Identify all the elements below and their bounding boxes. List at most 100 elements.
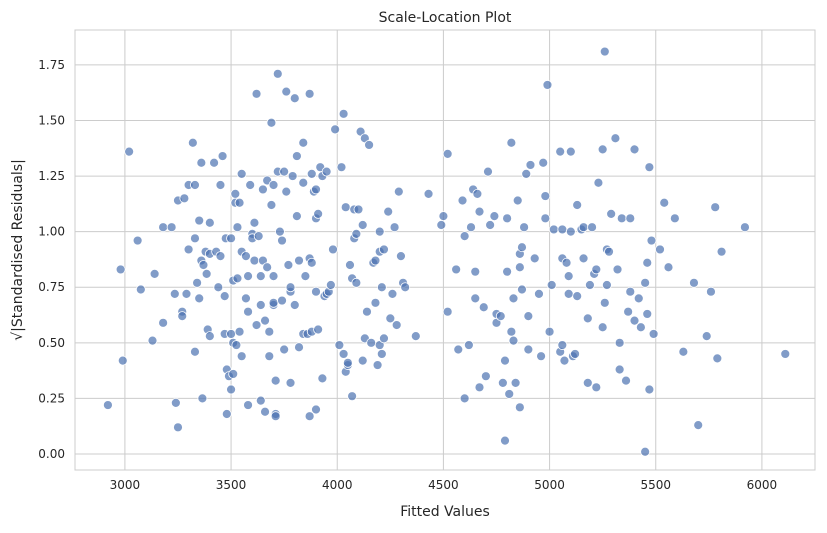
scatter-point (538, 157, 549, 168)
scatter-point (442, 148, 453, 159)
scatter-point (294, 255, 304, 266)
scatter-point (255, 395, 266, 406)
scatter-point (351, 277, 362, 288)
scatter-point (277, 295, 287, 306)
x-tick-label: 4500 (428, 478, 459, 492)
scatter-point (604, 246, 614, 257)
scatter-point (557, 224, 568, 235)
scatter-point (190, 180, 200, 190)
scatter-point (474, 382, 485, 393)
scatter-point (201, 269, 212, 279)
x-tick-label: 3000 (110, 478, 141, 492)
scatter-point (321, 166, 332, 177)
scatter-point (391, 320, 402, 330)
scatter-point (260, 315, 270, 326)
scatter-point (279, 166, 290, 177)
scatter-point (345, 260, 355, 270)
scatter-point (338, 108, 349, 119)
scatter-point (221, 409, 232, 419)
scatter-point (587, 222, 597, 233)
scatter-point (740, 222, 750, 233)
scatter-point (262, 262, 273, 273)
scatter-point (457, 195, 468, 206)
scatter-point (625, 286, 636, 297)
scatter-point (542, 80, 553, 90)
scatter-point (557, 340, 568, 350)
x-tick-label: 5500 (640, 478, 671, 492)
scatter-point (215, 180, 226, 190)
scatter-point (470, 266, 481, 277)
scatter-point (565, 226, 576, 237)
scatter-point (311, 404, 321, 415)
scatter-point (317, 373, 328, 384)
scatter-point (234, 197, 245, 208)
scatter-point (500, 435, 510, 446)
scatter-point (304, 411, 315, 422)
scatter-point (190, 233, 200, 244)
scatter-point (149, 269, 160, 279)
scatter-point (423, 188, 434, 199)
scatter-point (330, 124, 341, 135)
scatter-point (597, 322, 608, 333)
scatter-point (281, 86, 292, 97)
scatter-point (249, 255, 260, 266)
scatter-point (241, 251, 251, 262)
scatter-point (255, 300, 266, 310)
scatter-point (362, 306, 372, 317)
scatter-point (693, 420, 704, 430)
scatter-point (642, 257, 653, 268)
scatter-point (270, 375, 281, 386)
scatter-point (517, 284, 527, 295)
scatter-point (197, 393, 208, 404)
scatter-point (372, 360, 383, 370)
y-tick-label: 0.25 (38, 391, 65, 405)
scatter-point (602, 280, 612, 290)
scatter-point (540, 213, 551, 224)
x-tick-label: 4000 (322, 478, 353, 492)
scatter-point (512, 195, 523, 206)
scatter-point (578, 253, 589, 264)
scatter-point (169, 289, 180, 299)
y-axis-label: √|Standardised Residuals| (10, 159, 26, 341)
x-tick-label: 6000 (747, 478, 778, 492)
scatter-point (655, 244, 665, 255)
scatter-point (635, 322, 646, 333)
chart-title: Scale-Location Plot (379, 10, 512, 26)
scatter-point (103, 400, 113, 410)
y-tick-label: 1.00 (38, 225, 65, 239)
scatter-point (198, 260, 209, 270)
scatter-point (173, 422, 183, 433)
scatter-point (285, 377, 296, 388)
scatter-point (474, 206, 485, 217)
scatter-point (442, 306, 453, 317)
scatter-point (438, 211, 449, 221)
scatter-point (483, 166, 493, 177)
scatter-point (275, 226, 285, 237)
scatter-point (379, 333, 389, 344)
scatter-point (517, 242, 527, 253)
scatter-point (629, 315, 640, 326)
scatter-point (663, 262, 674, 273)
scatter-point (325, 280, 336, 290)
scatter-point (243, 306, 253, 317)
scatter-point (525, 160, 536, 170)
scatter-point (135, 284, 146, 295)
scatter-point (393, 186, 404, 197)
scatter-point (170, 397, 181, 408)
scatter-point (504, 389, 515, 399)
scatter-point (204, 217, 215, 228)
scatter-point (540, 191, 551, 201)
scatter-point (563, 271, 574, 282)
scatter-point (466, 222, 476, 233)
scatter-point (506, 137, 517, 148)
scatter-point (226, 233, 236, 244)
scatter-point (712, 353, 723, 364)
scatter-point (226, 329, 236, 339)
scatter-point (597, 144, 608, 155)
scatter-point (480, 371, 491, 382)
scatter-point (536, 351, 546, 362)
scatter-point (311, 286, 321, 297)
scatter-point (565, 146, 576, 157)
scatter-point (258, 184, 268, 195)
